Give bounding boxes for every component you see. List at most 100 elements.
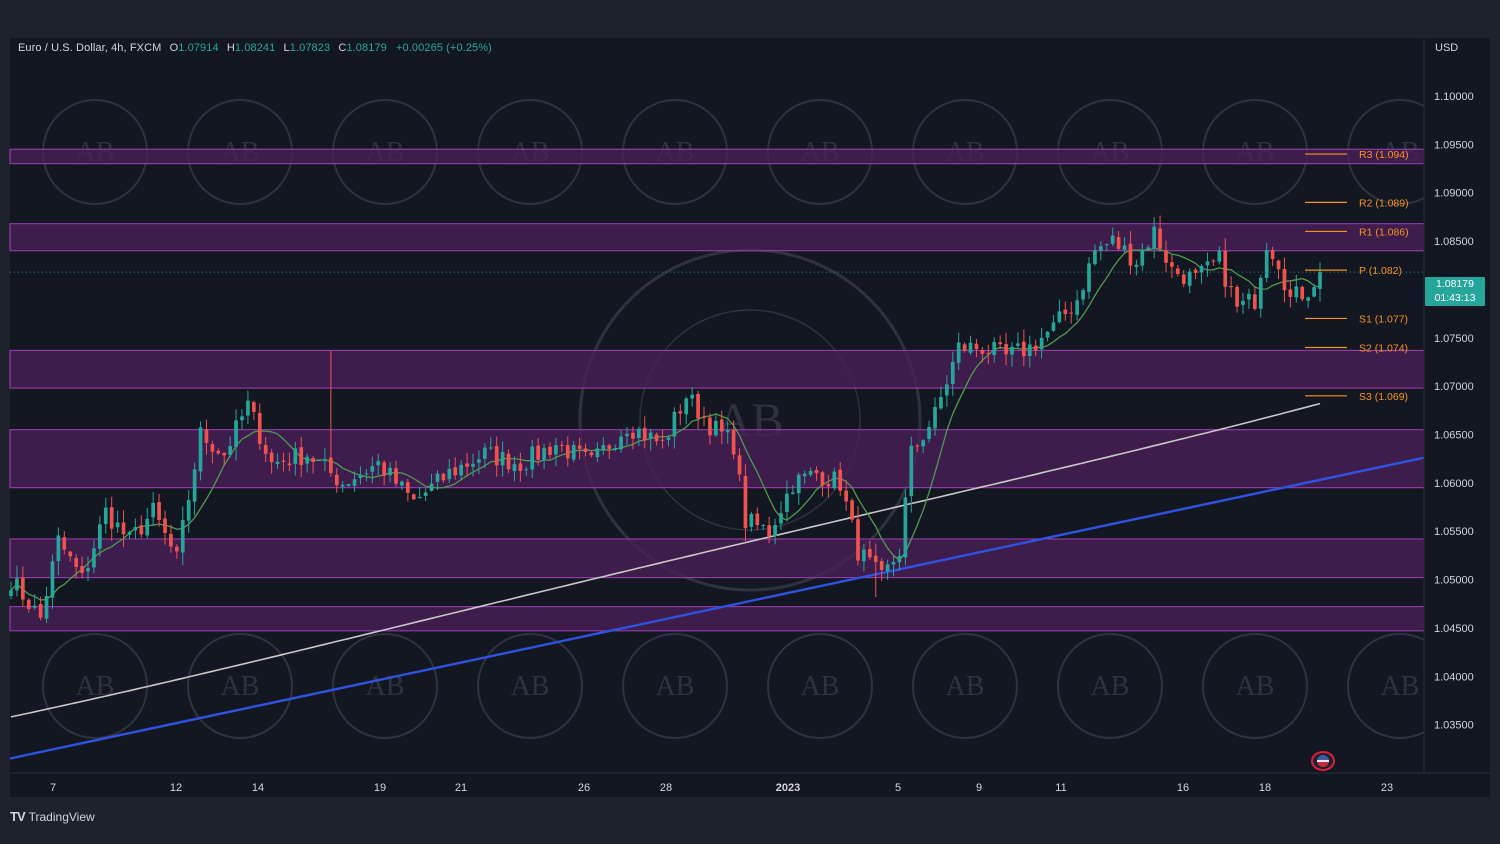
candle-body xyxy=(838,469,843,491)
candle-body xyxy=(1270,250,1275,260)
tradingview-logo-mark: TV xyxy=(10,809,26,824)
sr-zone xyxy=(9,223,1425,252)
candle-body xyxy=(631,432,635,439)
candle-body xyxy=(767,525,771,537)
x-tick-label: 18 xyxy=(1259,782,1271,794)
close-value: 1.08179 xyxy=(346,42,387,54)
candle-body xyxy=(891,561,896,565)
candle-body xyxy=(642,427,647,441)
candle-body xyxy=(400,481,404,486)
candle-body xyxy=(56,535,61,562)
candle-body xyxy=(761,524,766,526)
symbol-label[interactable]: Euro / U.S. Dollar, 4h, FXCM xyxy=(18,42,162,54)
candle-body xyxy=(103,507,108,525)
tradingview-logo[interactable]: TV TradingView xyxy=(10,809,95,824)
x-tick-label: 12 xyxy=(170,782,182,794)
candle-body xyxy=(1217,250,1222,262)
sma-long-line xyxy=(10,402,1321,718)
candle-body xyxy=(725,430,730,433)
candle-body xyxy=(897,555,902,563)
x-tick-label: 23 xyxy=(1381,782,1393,794)
candle-body xyxy=(50,561,55,598)
watermark-monogram: AB xyxy=(946,671,985,702)
change-value: +0.00265 (+0.25%) xyxy=(396,42,492,54)
candle-body xyxy=(175,546,179,552)
candle-body xyxy=(956,342,961,363)
y-tick-label: 1.09000 xyxy=(1434,188,1474,200)
y-tick-label: 1.05500 xyxy=(1434,526,1474,538)
candle-body xyxy=(565,445,570,459)
candle-body xyxy=(1116,237,1121,249)
y-tick-label: 1.09500 xyxy=(1434,139,1474,151)
candle-body xyxy=(755,513,760,525)
candle-body xyxy=(186,500,191,521)
candle-body xyxy=(488,447,493,449)
candle-body xyxy=(465,463,469,467)
candle-body xyxy=(1258,277,1263,309)
candle-body xyxy=(654,434,659,442)
low-value: 1.07823 xyxy=(289,42,331,54)
candle-body xyxy=(1300,286,1305,300)
candle-body xyxy=(352,479,357,486)
candle-body xyxy=(571,444,576,460)
watermark-seal xyxy=(187,633,293,739)
candle-body xyxy=(121,522,126,535)
us-flag-icon[interactable] xyxy=(1311,751,1335,771)
candle-body xyxy=(1128,243,1133,266)
candle-body xyxy=(708,417,712,436)
candle-body xyxy=(21,577,25,600)
candle-body xyxy=(1223,251,1228,287)
low-label: L xyxy=(283,42,290,54)
candle-body xyxy=(921,440,925,447)
y-tick-label: 1.06500 xyxy=(1434,430,1474,442)
candle-body xyxy=(684,398,689,415)
candle-body xyxy=(1205,261,1210,266)
y-tick-label: 1.07500 xyxy=(1434,333,1474,345)
candle-body xyxy=(998,342,1002,345)
candle-body xyxy=(749,513,754,527)
sr-zone xyxy=(9,538,1425,579)
pivot-label: R1 (1.086) xyxy=(1359,226,1409,238)
candle-body xyxy=(376,461,381,466)
candle-body xyxy=(222,452,227,456)
candle-body xyxy=(613,448,617,450)
candle-body xyxy=(411,494,416,500)
candle-body xyxy=(1264,250,1269,278)
candle-body xyxy=(115,522,120,528)
watermark-monogram: AB xyxy=(221,671,260,702)
watermark-seal xyxy=(622,633,728,739)
candle-body xyxy=(785,493,789,512)
pivot-label: S3 (1.069) xyxy=(1359,391,1408,403)
candle-body xyxy=(974,343,979,350)
candle-body xyxy=(696,393,700,419)
candle-body xyxy=(619,436,623,450)
candle-body xyxy=(26,599,31,609)
candle-body xyxy=(477,459,481,463)
candle-body xyxy=(370,466,375,472)
candle-body xyxy=(1093,250,1097,265)
candle-body xyxy=(500,451,505,466)
candle-body xyxy=(1039,337,1044,350)
watermark-monogram: AB xyxy=(1091,671,1130,702)
candle-body xyxy=(1170,262,1174,267)
candle-body xyxy=(15,578,19,591)
currency-label[interactable]: USD xyxy=(1435,42,1459,54)
candle-body xyxy=(1140,249,1145,266)
candle-body xyxy=(530,446,535,470)
candle-body xyxy=(1069,312,1074,314)
candle-body xyxy=(1288,289,1293,297)
candle-body xyxy=(388,467,392,476)
candle-body xyxy=(192,469,197,502)
candle-body xyxy=(435,473,440,482)
candle-body xyxy=(38,604,43,618)
watermark-seal xyxy=(767,633,873,739)
candle-body xyxy=(1004,344,1008,355)
candle-body xyxy=(939,396,943,409)
candle-body xyxy=(252,402,256,412)
candle-body xyxy=(240,416,244,421)
candle-body xyxy=(447,468,452,480)
candle-body xyxy=(157,502,161,520)
x-tick-label: 14 xyxy=(252,782,264,794)
candle-body xyxy=(518,463,523,471)
